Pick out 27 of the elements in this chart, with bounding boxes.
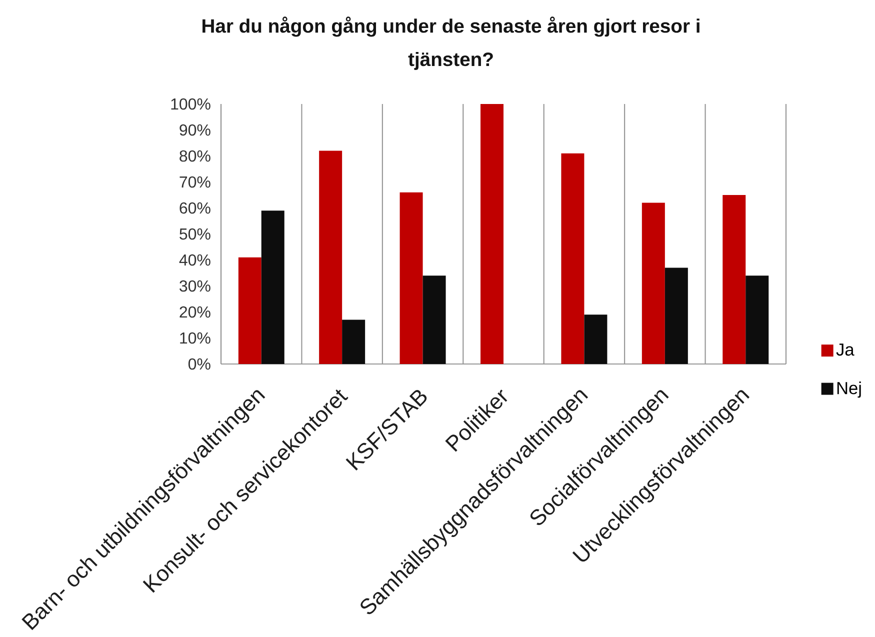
y-tick-label: 10% bbox=[180, 332, 210, 344]
bar bbox=[261, 210, 284, 364]
bar bbox=[746, 276, 769, 364]
y-tick-label: 0% bbox=[188, 358, 210, 370]
y-tick-label: 90% bbox=[180, 124, 210, 136]
bar bbox=[584, 314, 608, 364]
y-tick-label: 30% bbox=[180, 280, 210, 292]
y-tick-label: 70% bbox=[180, 176, 210, 188]
y-tick-label: 100% bbox=[171, 98, 210, 110]
bar bbox=[561, 153, 584, 364]
bar bbox=[642, 202, 665, 364]
y-tick-label: 60% bbox=[180, 202, 210, 214]
bar bbox=[319, 150, 342, 364]
legend-label: Nej bbox=[837, 382, 861, 398]
bar bbox=[400, 192, 423, 364]
chart-title: Har du någon gång under de senaste åren gjort resor i tjänsten? bbox=[202, 16, 700, 70]
bar bbox=[238, 257, 262, 364]
legend-label: Ja bbox=[836, 344, 854, 356]
y-tick-label: 20% bbox=[180, 306, 210, 318]
bar bbox=[422, 276, 446, 364]
bar bbox=[480, 104, 504, 364]
y-tick-label: 40% bbox=[179, 254, 210, 266]
bar bbox=[664, 268, 688, 364]
bar bbox=[722, 195, 746, 364]
y-tick-label: 80% bbox=[180, 150, 210, 162]
y-tick-label: 50% bbox=[180, 228, 210, 240]
bar bbox=[342, 320, 366, 364]
